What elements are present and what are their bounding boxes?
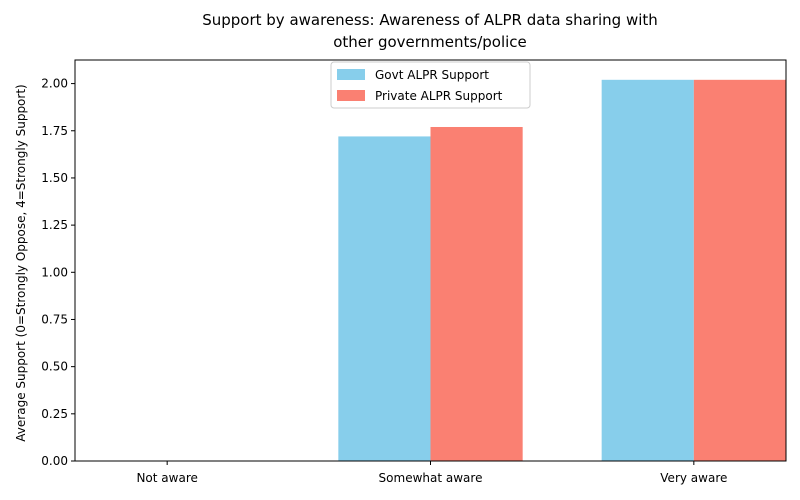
chart-title-line-1: Support by awareness: Awareness of ALPR … — [202, 11, 658, 29]
x-tick-label: Somewhat aware — [379, 471, 483, 485]
bar-govt-2 — [601, 79, 694, 461]
x-tick-label: Not aware — [136, 471, 197, 485]
y-tick-label: 1.50 — [41, 171, 68, 185]
legend-swatch-private — [337, 90, 365, 101]
legend-swatch-govt — [337, 69, 365, 80]
bar-govt-1 — [338, 136, 431, 461]
legend: Govt ALPR Support Private ALPR Support — [330, 61, 531, 109]
bar-private-1 — [430, 126, 523, 461]
plot-area: 0.00 0.25 0.50 0.75 1.00 1.25 1.50 1.75 2.00 Not … — [41, 59, 787, 485]
chart-title-line-2: other governments/police — [333, 33, 527, 51]
y-tick-label: 1.75 — [41, 124, 68, 138]
x-tick-label: Very aware — [660, 471, 727, 485]
y-tick-label: 0.00 — [41, 454, 68, 468]
y-tick-label: 1.25 — [41, 218, 68, 232]
legend-label-govt: Govt ALPR Support — [375, 68, 489, 82]
y-tick-label: 0.50 — [41, 360, 68, 374]
y-tick-label: 0.75 — [41, 312, 68, 326]
bar-private-2 — [693, 79, 786, 461]
y-axis-label: Average Support (0=Strongly Oppose, 4=St… — [14, 84, 28, 441]
y-tick-label: 2.00 — [41, 77, 68, 91]
legend-frame — [330, 61, 531, 109]
y-tick-label: 1.00 — [41, 265, 68, 279]
y-tick-label: 0.25 — [41, 407, 68, 421]
legend-label-private: Private ALPR Support — [375, 89, 503, 103]
